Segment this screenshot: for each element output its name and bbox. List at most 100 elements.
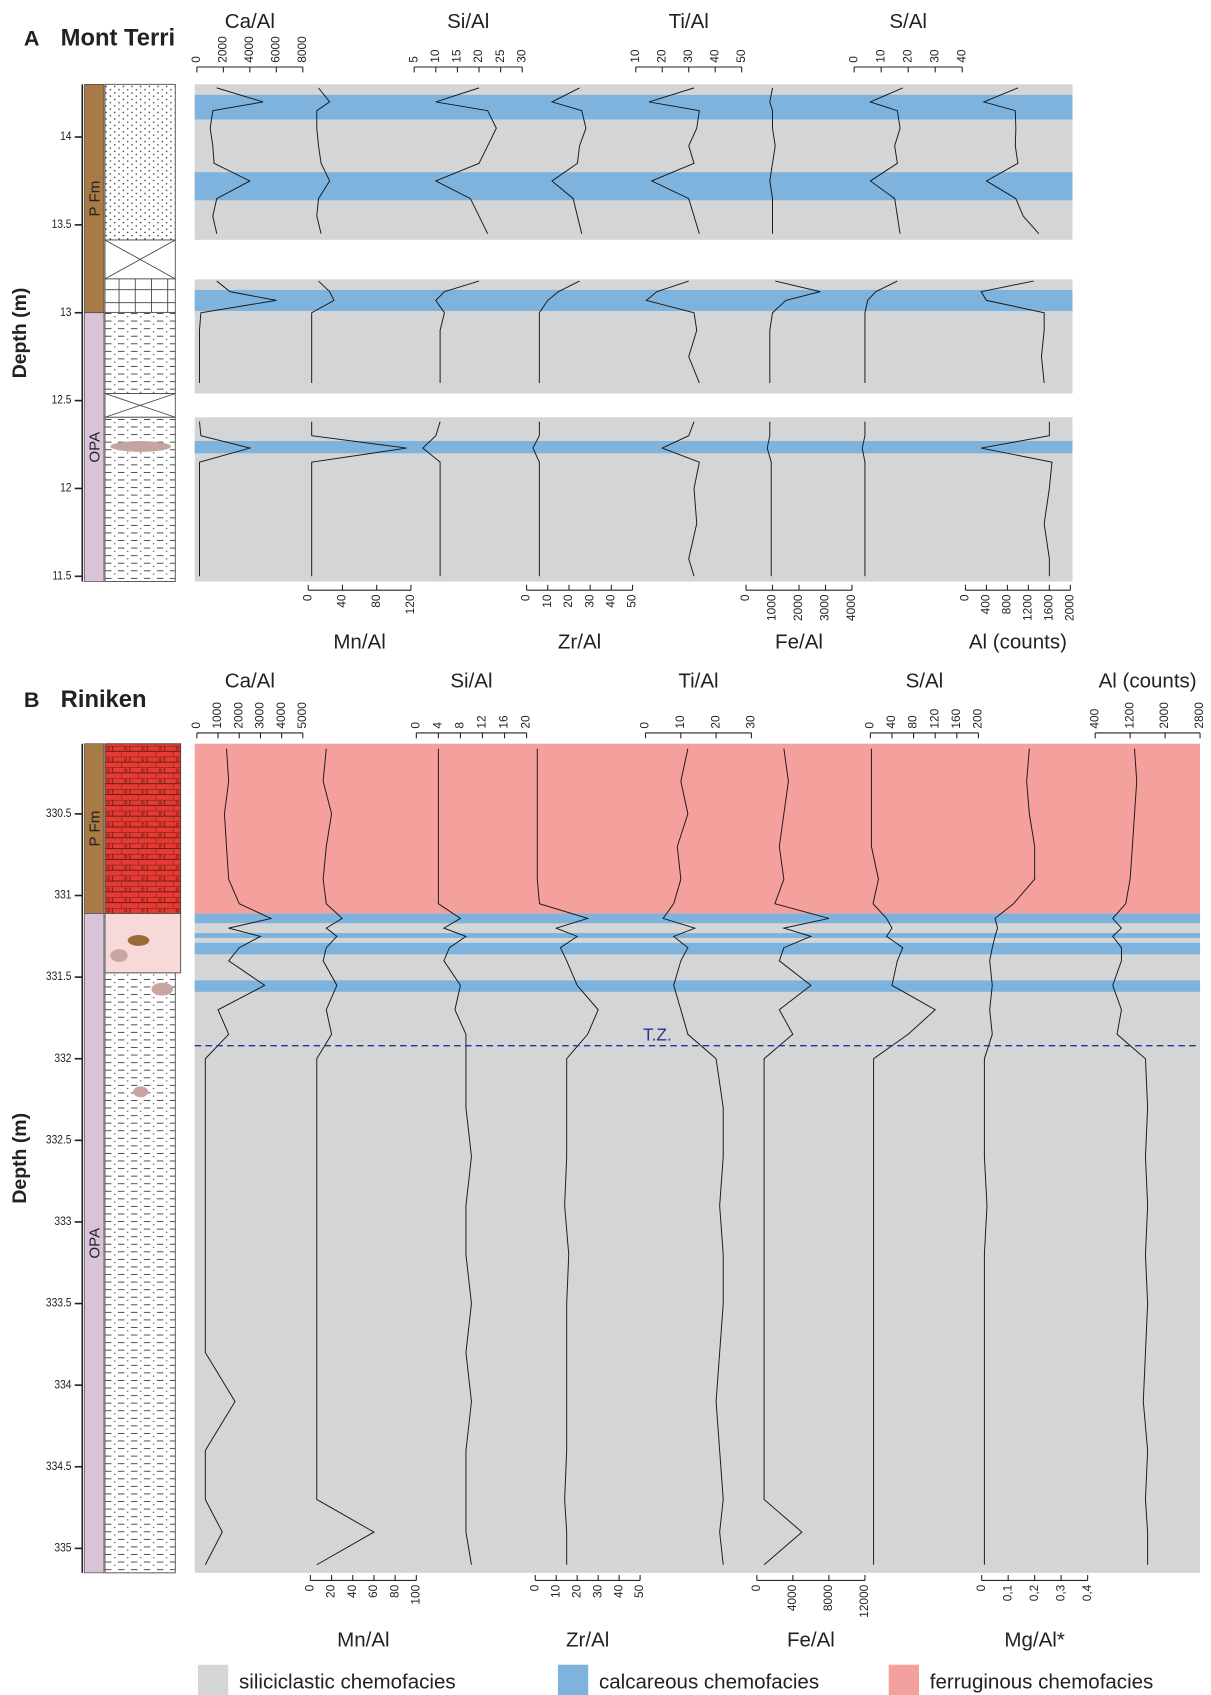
facies-band	[194, 289, 1073, 311]
x-tick-label: 0,1	[1000, 1584, 1014, 1601]
legend-label: siliciclastic chemofacies	[239, 1671, 456, 1694]
x-tick-label: 30	[681, 49, 695, 63]
x-tick-label: 10	[540, 594, 554, 608]
facies-band	[194, 913, 1201, 1573]
curve	[204, 748, 273, 1565]
lithology-a	[104, 83, 176, 583]
x-tick-label: 0	[300, 594, 314, 601]
x-tick-label: 10	[673, 715, 687, 729]
track-name: Mn/Al	[337, 1628, 389, 1651]
x-tick-label: 20	[900, 49, 914, 63]
panel: B Riniken Depth (m) 330.5 331 331.5 332 332.5 33…	[9, 670, 1206, 1652]
y-tick-label: 331.5	[46, 971, 72, 984]
x-tick-label: 20	[324, 1584, 338, 1598]
x-tick-label: 4	[431, 722, 445, 729]
x-tick-label: 30	[514, 49, 528, 63]
x-tick-label: 0,3	[1053, 1584, 1067, 1601]
x-tick-label: 10	[628, 49, 642, 63]
x-tick-label: 6000	[268, 36, 282, 63]
legend-label: ferruginous chemofacies	[930, 1671, 1154, 1694]
panels: A Mont Terri Depth (m) 14 13.5 13 12.5 12 11.5 P …	[9, 10, 1206, 1651]
x-tick-label: 4000	[274, 702, 288, 729]
x-tick-label: 0	[638, 722, 652, 729]
x-tick-label: 0	[958, 594, 972, 601]
curve	[316, 748, 375, 1566]
x-tick-label: 8000	[295, 36, 309, 63]
x-tick-label: 0,4	[1080, 1584, 1094, 1601]
x-tick-label: 800	[1000, 594, 1014, 614]
curve	[980, 87, 1053, 577]
x-tick-label: 0	[408, 722, 422, 729]
y-tick-label: 14	[60, 131, 71, 144]
x-tick-label: 30	[582, 594, 596, 608]
facies-band	[194, 94, 1073, 120]
y-tick-label: 11.5	[52, 570, 71, 583]
formation-label: OPA	[86, 431, 103, 463]
x-tick-label: 30	[590, 1584, 604, 1598]
curve	[311, 87, 407, 577]
x-tick-label: 2000	[216, 36, 230, 63]
x-tick-label: 2000	[231, 702, 245, 729]
x-tick-label: 5	[406, 56, 420, 63]
track-name: Al (counts)	[969, 631, 1067, 654]
x-tick-label: 2000	[791, 594, 805, 621]
formation	[84, 312, 105, 582]
curve	[437, 748, 472, 1565]
x-tick-label: 12	[475, 715, 489, 728]
y-tick-label: 12.5	[52, 394, 72, 407]
x-tick-label: 120	[927, 708, 941, 728]
panel-title: Riniken	[61, 686, 147, 713]
x-tick-label: 30	[927, 49, 941, 63]
x-tick-label: 2000	[1062, 594, 1076, 621]
x-tick-label: 12000	[857, 1584, 871, 1617]
x-tick-label: 40	[603, 594, 617, 608]
track-name: Ti/Al	[669, 10, 709, 33]
x-tick-label: 40	[954, 49, 968, 63]
track-name: Ca/Al	[225, 10, 275, 33]
track-name: Al (counts)	[1099, 670, 1197, 693]
x-tick-label: 50	[632, 1584, 646, 1598]
x-tick-label: 80	[906, 715, 920, 729]
facies-band	[194, 980, 1201, 992]
y-tick-label: 332	[54, 1052, 71, 1065]
curve	[763, 748, 830, 1566]
legend-label: calcareous chemofacies	[599, 1671, 819, 1694]
x-tick-label: 40	[884, 715, 898, 729]
y-tick-label: 334	[54, 1379, 71, 1392]
y-tick-label: 332.5	[46, 1134, 72, 1147]
x-tick-label: 100	[408, 1584, 422, 1604]
x-tick-label: 200	[971, 708, 985, 728]
x-tick-label: 10	[873, 49, 887, 63]
formation-label: P Fm	[86, 181, 103, 217]
track-name: Zr/Al	[558, 631, 601, 654]
x-tick-label: 20	[708, 715, 722, 729]
x-tick-label: 4000	[785, 1584, 799, 1611]
x-tick-label: 0	[189, 56, 203, 63]
x-tick-label: 3000	[818, 594, 832, 621]
track-name: S/Al	[889, 10, 927, 33]
track-name: Si/Al	[450, 670, 492, 693]
y-tick-label: 331	[54, 889, 71, 902]
x-tick-label: 5000	[295, 702, 309, 729]
legend: siliciclastic chemofacies calcareous chem…	[197, 1664, 1154, 1695]
y-tick-label: 12	[60, 482, 71, 495]
x-tick-label: 20	[519, 715, 533, 729]
curve	[870, 748, 937, 1565]
curve	[861, 87, 903, 577]
x-tick-label: 0	[527, 1584, 541, 1591]
x-tick-label: 0	[738, 594, 752, 601]
legend-swatch	[888, 1664, 919, 1695]
curve	[422, 87, 497, 577]
legend-swatch	[557, 1664, 589, 1695]
x-tick-label: 120	[403, 594, 417, 614]
curve	[532, 87, 587, 577]
panel: A Mont Terri Depth (m) 14 13.5 13 12.5 12 11.5 P …	[9, 10, 1076, 653]
y-axis-label: Depth (m)	[9, 288, 31, 379]
x-tick-label: 60	[366, 1584, 380, 1598]
x-tick-label: 16	[497, 715, 511, 729]
x-tick-label: 0	[189, 722, 203, 729]
y-tick-label: 333	[54, 1215, 71, 1228]
x-tick-label: 0	[974, 1584, 988, 1591]
x-tick-label: 0	[862, 722, 876, 729]
